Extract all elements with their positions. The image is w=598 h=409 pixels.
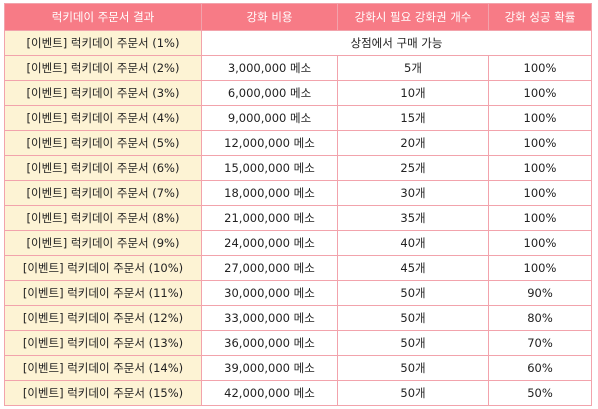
ticket-count-cell: 50개 xyxy=(337,305,489,331)
ticket-count-cell: 50개 xyxy=(337,355,489,381)
ticket-count-cell: 30개 xyxy=(337,180,489,206)
cost-cell: 27,000,000 메소 xyxy=(201,255,338,281)
success-rate-cell: 50% xyxy=(488,380,592,406)
cost-cell: 36,000,000 메소 xyxy=(201,330,338,356)
ticket-count-cell: 15개 xyxy=(337,105,489,131)
scroll-name-cell: [이벤트] 럭키데이 주문서 (15%) xyxy=(4,380,202,406)
scroll-name-cell: [이벤트] 럭키데이 주문서 (6%) xyxy=(4,155,202,181)
column-header-ticket-count: 강화시 필요 강화권 개수 xyxy=(337,3,489,31)
table-row: [이벤트] 럭키데이 주문서 (6%) 15,000,000 메소 25개 10… xyxy=(4,155,592,181)
scroll-name-cell: [이벤트] 럭키데이 주문서 (9%) xyxy=(4,230,202,256)
table-row: [이벤트] 럭키데이 주문서 (5%) 12,000,000 메소 20개 10… xyxy=(4,130,592,156)
column-header-result: 럭키데이 주문서 결과 xyxy=(4,3,202,31)
cost-cell: 39,000,000 메소 xyxy=(201,355,338,381)
success-rate-cell: 100% xyxy=(488,255,592,281)
success-rate-cell: 100% xyxy=(488,80,592,106)
table-row: [이벤트] 럭키데이 주문서 (4%) 9,000,000 메소 15개 100… xyxy=(4,105,592,131)
table-row: [이벤트] 럭키데이 주문서 (9%) 24,000,000 메소 40개 10… xyxy=(4,230,592,256)
scroll-name-cell: [이벤트] 럭키데이 주문서 (3%) xyxy=(4,80,202,106)
table-row: [이벤트] 럭키데이 주문서 (11%) 30,000,000 메소 50개 9… xyxy=(4,280,592,306)
scroll-name-cell: [이벤트] 럭키데이 주문서 (1%) xyxy=(4,30,202,56)
ticket-count-cell: 40개 xyxy=(337,230,489,256)
scroll-name-cell: [이벤트] 럭키데이 주문서 (8%) xyxy=(4,205,202,231)
success-rate-cell: 90% xyxy=(488,280,592,306)
table-container: 럭키데이 주문서 결과 강화 비용 강화시 필요 강화권 개수 강화 성공 확률… xyxy=(4,3,592,406)
scroll-name-cell: [이벤트] 럭키데이 주문서 (10%) xyxy=(4,255,202,281)
scroll-name-cell: [이벤트] 럭키데이 주문서 (13%) xyxy=(4,330,202,356)
table-row: [이벤트] 럭키데이 주문서 (2%) 3,000,000 메소 5개 100% xyxy=(4,55,592,81)
table-row: [이벤트] 럭키데이 주문서 (10%) 27,000,000 메소 45개 1… xyxy=(4,255,592,281)
success-rate-cell: 100% xyxy=(488,130,592,156)
scroll-name-cell: [이벤트] 럭키데이 주문서 (14%) xyxy=(4,355,202,381)
table-row: [이벤트] 럭키데이 주문서 (3%) 6,000,000 메소 10개 100… xyxy=(4,80,592,106)
cost-cell: 6,000,000 메소 xyxy=(201,80,338,106)
success-rate-cell: 70% xyxy=(488,330,592,356)
table-row: [이벤트] 럭키데이 주문서 (7%) 18,000,000 메소 30개 10… xyxy=(4,180,592,206)
ticket-count-cell: 25개 xyxy=(337,155,489,181)
scroll-name-cell: [이벤트] 럭키데이 주문서 (2%) xyxy=(4,55,202,81)
success-rate-cell: 100% xyxy=(488,205,592,231)
success-rate-cell: 100% xyxy=(488,230,592,256)
success-rate-cell: 100% xyxy=(488,155,592,181)
cost-cell: 30,000,000 메소 xyxy=(201,280,338,306)
success-rate-cell: 100% xyxy=(488,180,592,206)
cost-cell: 24,000,000 메소 xyxy=(201,230,338,256)
table-row: [이벤트] 럭키데이 주문서 (1%) 상점에서 구매 가능 xyxy=(4,30,592,56)
scroll-name-cell: [이벤트] 럭키데이 주문서 (5%) xyxy=(4,130,202,156)
cost-cell: 42,000,000 메소 xyxy=(201,380,338,406)
table-row: [이벤트] 럭키데이 주문서 (8%) 21,000,000 메소 35개 10… xyxy=(4,205,592,231)
cost-cell: 33,000,000 메소 xyxy=(201,305,338,331)
cost-cell: 15,000,000 메소 xyxy=(201,155,338,181)
success-rate-cell: 80% xyxy=(488,305,592,331)
ticket-count-cell: 5개 xyxy=(337,55,489,81)
shop-note-cell: 상점에서 구매 가능 xyxy=(201,30,592,56)
success-rate-cell: 100% xyxy=(488,105,592,131)
table-row: [이벤트] 럭키데이 주문서 (12%) 33,000,000 메소 50개 8… xyxy=(4,305,592,331)
ticket-count-cell: 45개 xyxy=(337,255,489,281)
cost-cell: 9,000,000 메소 xyxy=(201,105,338,131)
column-header-success-rate: 강화 성공 확률 xyxy=(488,3,592,31)
cost-cell: 3,000,000 메소 xyxy=(201,55,338,81)
scroll-name-cell: [이벤트] 럭키데이 주문서 (7%) xyxy=(4,180,202,206)
scroll-name-cell: [이벤트] 럭키데이 주문서 (11%) xyxy=(4,280,202,306)
ticket-count-cell: 10개 xyxy=(337,80,489,106)
ticket-count-cell: 50개 xyxy=(337,380,489,406)
cost-cell: 12,000,000 메소 xyxy=(201,130,338,156)
table-header-row: 럭키데이 주문서 결과 강화 비용 강화시 필요 강화권 개수 강화 성공 확률 xyxy=(4,3,592,31)
scroll-name-cell: [이벤트] 럭키데이 주문서 (4%) xyxy=(4,105,202,131)
table-row: [이벤트] 럭키데이 주문서 (14%) 39,000,000 메소 50개 6… xyxy=(4,355,592,381)
ticket-count-cell: 20개 xyxy=(337,130,489,156)
ticket-count-cell: 35개 xyxy=(337,205,489,231)
success-rate-cell: 60% xyxy=(488,355,592,381)
cost-cell: 21,000,000 메소 xyxy=(201,205,338,231)
scroll-name-cell: [이벤트] 럭키데이 주문서 (12%) xyxy=(4,305,202,331)
table-row: [이벤트] 럭키데이 주문서 (13%) 36,000,000 메소 50개 7… xyxy=(4,330,592,356)
ticket-count-cell: 50개 xyxy=(337,330,489,356)
success-rate-cell: 100% xyxy=(488,55,592,81)
ticket-count-cell: 50개 xyxy=(337,280,489,306)
table-row: [이벤트] 럭키데이 주문서 (15%) 42,000,000 메소 50개 5… xyxy=(4,380,592,406)
scroll-upgrade-table: 럭키데이 주문서 결과 강화 비용 강화시 필요 강화권 개수 강화 성공 확률… xyxy=(4,3,592,406)
column-header-cost: 강화 비용 xyxy=(201,3,338,31)
cost-cell: 18,000,000 메소 xyxy=(201,180,338,206)
